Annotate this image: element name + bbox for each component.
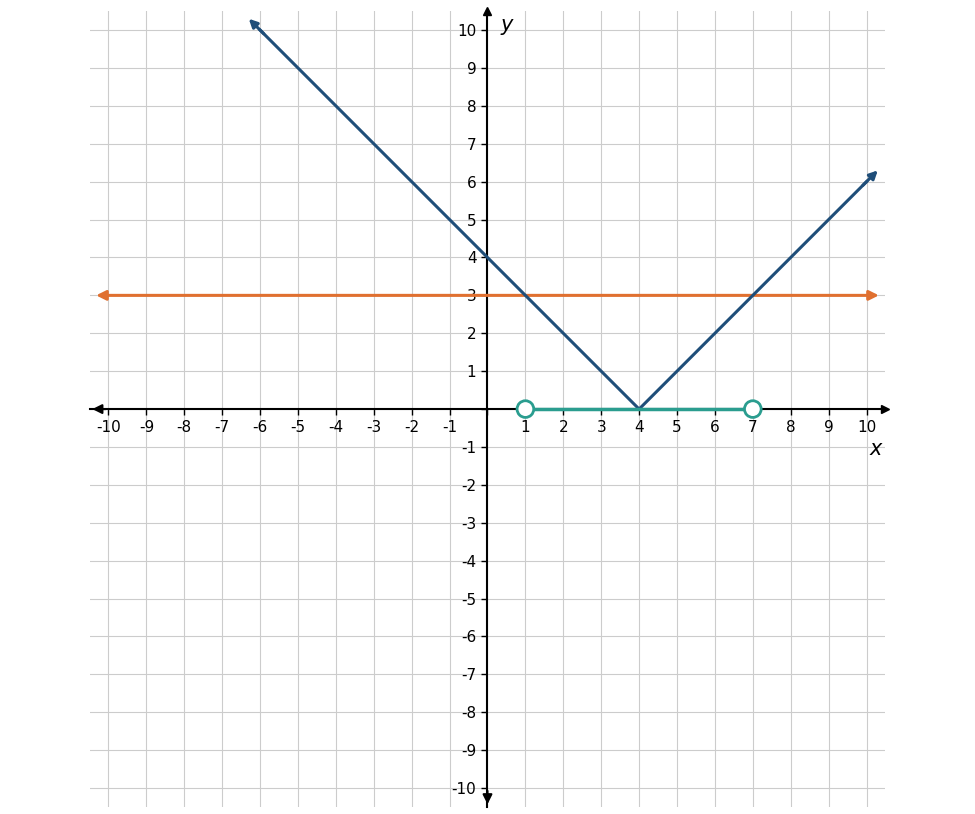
Circle shape <box>745 400 761 418</box>
Text: y: y <box>501 15 513 35</box>
Circle shape <box>517 400 533 418</box>
Text: x: x <box>870 440 881 459</box>
